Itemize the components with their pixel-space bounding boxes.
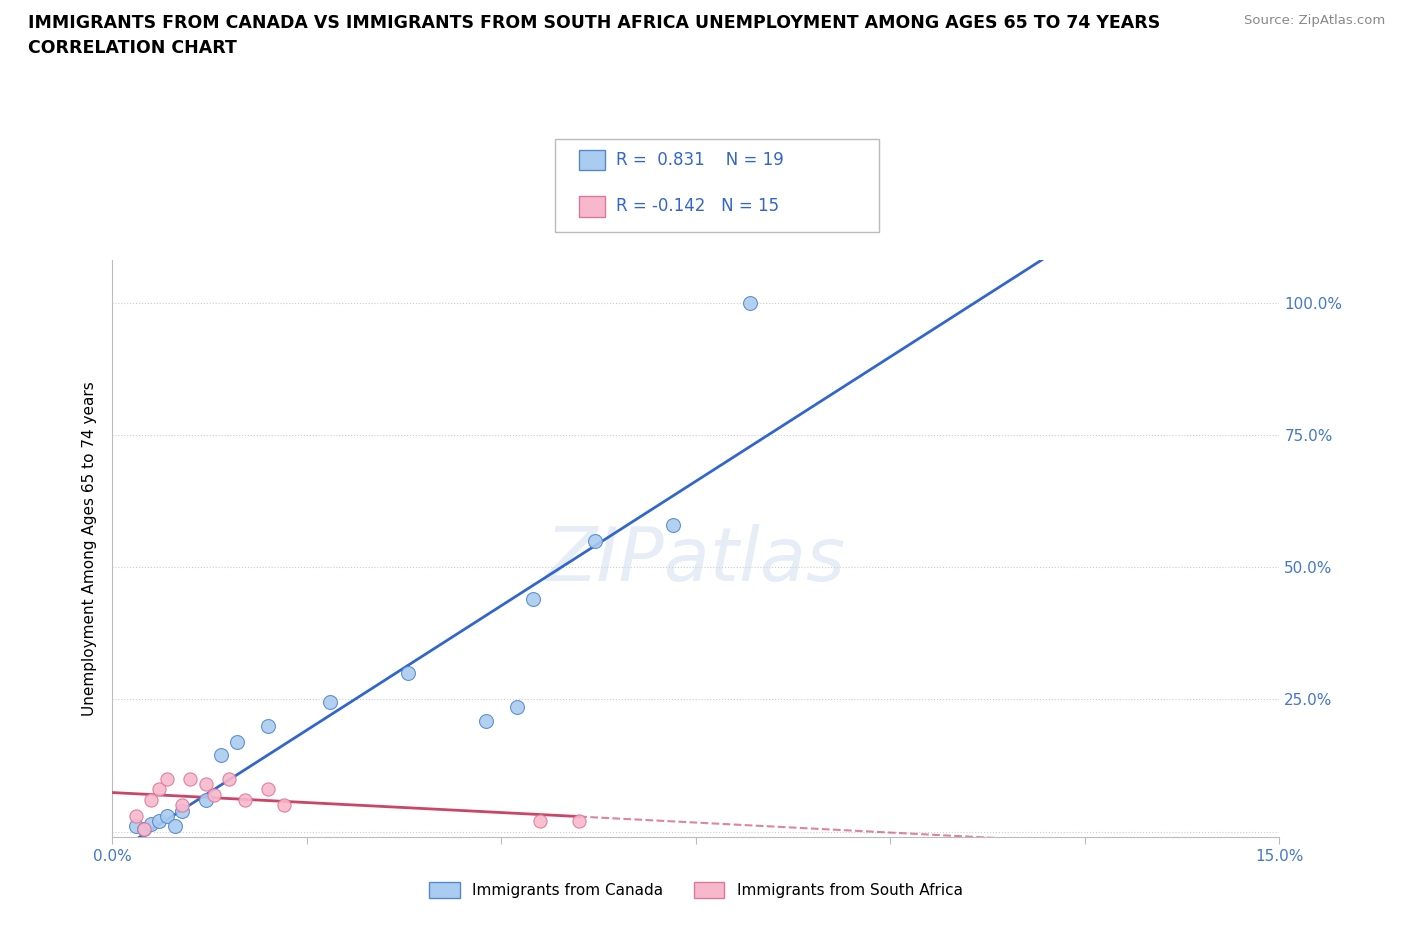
Point: [141, 792, 163, 807]
Point: [257, 719, 280, 734]
Point: [226, 735, 249, 750]
Point: [156, 771, 179, 786]
Text: R = -0.142   N = 15: R = -0.142 N = 15: [616, 197, 779, 216]
Text: CORRELATION CHART: CORRELATION CHART: [28, 39, 238, 57]
Legend: Immigrants from Canada, Immigrants from South Africa: Immigrants from Canada, Immigrants from …: [423, 876, 969, 904]
Text: Source: ZipAtlas.com: Source: ZipAtlas.com: [1244, 14, 1385, 27]
Point: [179, 771, 201, 786]
Point: [172, 804, 194, 818]
Text: R =  0.831    N = 19: R = 0.831 N = 19: [616, 151, 783, 169]
Point: [506, 700, 529, 715]
Point: [163, 819, 186, 834]
Point: [172, 798, 194, 813]
Point: [257, 782, 280, 797]
Y-axis label: Unemployment Among Ages 65 to 74 years: Unemployment Among Ages 65 to 74 years: [82, 381, 97, 716]
Point: [273, 798, 295, 813]
Point: [568, 814, 591, 829]
Point: [583, 533, 606, 548]
Point: [132, 821, 155, 836]
Point: [661, 517, 683, 532]
Point: [319, 695, 342, 710]
Point: [132, 821, 155, 836]
Point: [148, 782, 170, 797]
Point: [202, 787, 225, 802]
Point: [209, 748, 232, 763]
Point: [194, 777, 217, 791]
Text: ZIPatlas: ZIPatlas: [546, 525, 846, 596]
Text: IMMIGRANTS FROM CANADA VS IMMIGRANTS FROM SOUTH AFRICA UNEMPLOYMENT AMONG AGES 6: IMMIGRANTS FROM CANADA VS IMMIGRANTS FRO…: [28, 14, 1160, 32]
Point: [141, 817, 163, 831]
Point: [148, 814, 170, 829]
Point: [522, 591, 544, 606]
Point: [740, 296, 762, 311]
Point: [475, 713, 498, 728]
Point: [156, 808, 179, 823]
Point: [396, 666, 419, 681]
Point: [125, 819, 148, 834]
Point: [218, 771, 240, 786]
Point: [233, 792, 256, 807]
Point: [194, 792, 217, 807]
Point: [529, 814, 551, 829]
Point: [125, 808, 148, 823]
